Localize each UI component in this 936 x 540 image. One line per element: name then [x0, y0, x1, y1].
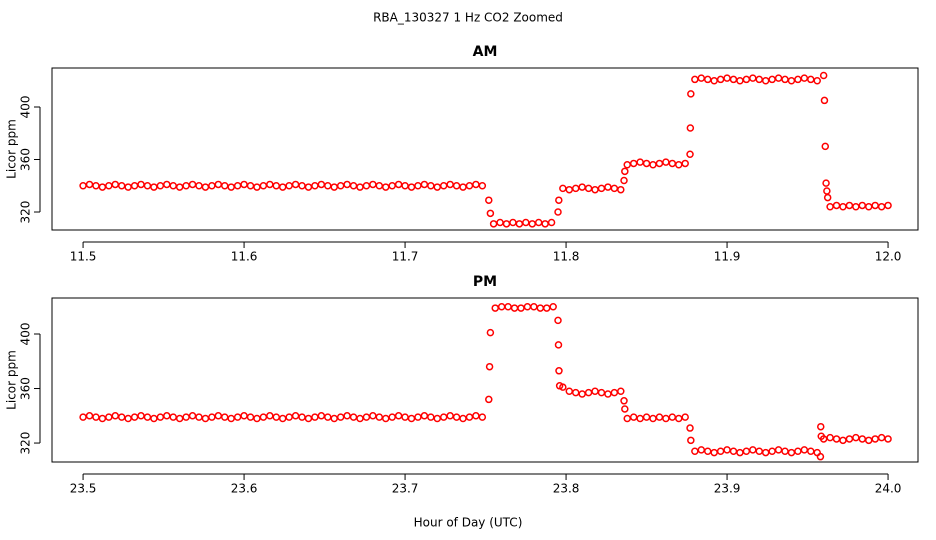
plot-frame — [51, 297, 919, 463]
data-point — [884, 201, 892, 210]
plot-frame — [51, 67, 919, 231]
data-point — [681, 159, 689, 168]
data-point — [823, 193, 832, 202]
x-tick-label: 23.8 — [553, 482, 580, 496]
x-tick-label: 24.0 — [875, 482, 902, 496]
data-point — [555, 367, 563, 375]
data-point — [554, 316, 562, 325]
data-point — [816, 452, 825, 461]
data-point — [617, 387, 625, 395]
y-tick-label: 320 — [19, 432, 33, 455]
data-point — [620, 176, 628, 185]
data-point — [547, 218, 556, 227]
data-point — [687, 436, 695, 445]
x-tick-label: 23.9 — [714, 482, 741, 496]
data-point — [822, 179, 830, 187]
figure-title: RBA_130327 1 Hz CO2 Zoomed — [373, 11, 563, 25]
data-point — [554, 341, 563, 349]
data-point — [620, 397, 628, 405]
data-point — [478, 413, 487, 421]
data-point — [819, 71, 828, 80]
data-point — [621, 405, 629, 413]
data-point — [820, 96, 829, 105]
data-point — [554, 208, 562, 216]
data-point — [485, 196, 493, 204]
data-point — [559, 383, 567, 391]
data-point — [485, 362, 494, 371]
x-tick-label: 23.7 — [392, 482, 419, 496]
x-tick-label: 23.5 — [70, 482, 97, 496]
data-point — [555, 196, 563, 204]
y-tick-label: 360 — [19, 377, 33, 400]
data-point — [821, 142, 830, 151]
y-tick-label: 320 — [19, 201, 33, 224]
data-point — [486, 209, 495, 218]
x-tick-label: 12.0 — [875, 250, 902, 264]
x-tick-label: 11.6 — [231, 250, 258, 264]
data-point — [681, 413, 689, 421]
data-point — [817, 422, 825, 431]
x-tick-label: 11.9 — [714, 250, 741, 264]
x-tick-label: 23.6 — [231, 482, 258, 496]
x-tick-label: 11.5 — [70, 250, 97, 264]
data-point — [686, 124, 695, 132]
panel-title: PM — [473, 274, 497, 290]
panel-title: AM — [473, 44, 498, 60]
data-point — [621, 167, 629, 176]
data-point — [686, 424, 694, 432]
x-axis-label: Hour of Day (UTC) — [414, 516, 523, 530]
data-point — [686, 150, 694, 159]
data-point — [617, 185, 625, 194]
data-point — [687, 90, 695, 98]
data-point — [884, 435, 892, 443]
data-point — [485, 395, 493, 404]
data-point — [813, 76, 821, 85]
data-point — [478, 182, 487, 190]
y-axis-label: Licor ppm — [5, 350, 19, 410]
data-point — [549, 302, 557, 311]
y-axis-label: Licor ppm — [5, 119, 19, 179]
y-tick-label: 360 — [19, 148, 33, 171]
y-tick-label: 400 — [19, 96, 33, 119]
data-point — [486, 328, 495, 337]
y-tick-label: 400 — [19, 323, 33, 346]
x-tick-label: 11.8 — [553, 250, 580, 264]
x-tick-label: 11.7 — [392, 250, 419, 264]
